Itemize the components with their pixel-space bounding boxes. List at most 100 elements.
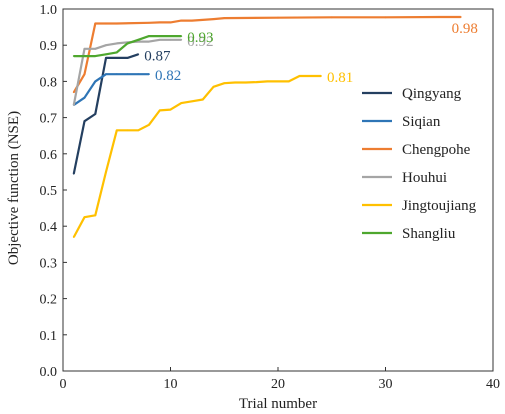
data-point <box>223 82 226 85</box>
data-point <box>158 38 161 41</box>
data-point <box>105 53 107 56</box>
data-point <box>72 91 75 94</box>
data-point <box>137 38 140 41</box>
data-point <box>298 75 301 77</box>
data-point <box>94 214 97 217</box>
data-point <box>180 102 183 105</box>
data-point <box>94 113 97 115</box>
y-tick-label: 0.1 <box>40 329 58 344</box>
data-point <box>94 22 97 25</box>
series-line-jingtoujiang <box>72 74 321 238</box>
data-point <box>137 53 140 56</box>
data-point <box>105 44 107 47</box>
data-point <box>201 98 204 101</box>
data-point <box>115 42 118 45</box>
legend-item-siqian: Siqian <box>362 114 441 130</box>
y-tick-label: 0.4 <box>40 220 58 235</box>
data-point <box>94 47 97 50</box>
legend-item-chengpohe: Chengpohe <box>362 142 471 158</box>
data-point <box>83 73 86 76</box>
data-point <box>180 19 183 22</box>
data-point <box>320 75 322 77</box>
y-tick-label: 0.6 <box>40 148 58 163</box>
x-tick-label: 40 <box>486 377 500 392</box>
data-point <box>126 42 129 45</box>
end-value-label: 0.98 <box>452 21 478 37</box>
data-point <box>105 171 107 173</box>
series-siqian: 0.82 <box>72 68 181 106</box>
series-jingtoujiang: 0.81 <box>72 70 353 238</box>
data-point <box>126 129 129 132</box>
y-tick-label: 0.0 <box>40 365 58 380</box>
data-point <box>148 21 150 24</box>
data-point <box>169 21 172 24</box>
y-tick-label: 0.5 <box>40 184 58 199</box>
data-point <box>180 38 183 41</box>
data-point <box>83 120 86 123</box>
data-point <box>94 80 97 83</box>
data-point <box>255 81 258 84</box>
data-point <box>72 104 75 106</box>
data-point <box>459 16 462 18</box>
end-value-label: 0.87 <box>144 48 171 64</box>
data-point <box>148 123 150 126</box>
data-point <box>212 85 215 88</box>
y-axis-title: Objective function (NSE) <box>6 111 22 265</box>
x-axis: 0 10 20 30 40 <box>60 367 500 392</box>
data-point <box>287 80 290 83</box>
data-point <box>83 47 86 50</box>
y-tick-label: 0.7 <box>40 112 58 127</box>
data-point <box>115 129 118 132</box>
data-point <box>83 216 86 219</box>
data-point <box>244 81 247 84</box>
series-group: 0.87 0.82 0.98 0.92 0.81 0.93 <box>72 15 478 238</box>
legend: Qingyang Siqian Chengpohe Houhui Jingtoujian… <box>362 86 477 242</box>
data-point <box>223 17 226 19</box>
data-point <box>83 96 86 99</box>
data-point <box>115 56 118 59</box>
y-tick-label: 0.9 <box>40 39 58 54</box>
data-point <box>137 129 140 132</box>
data-point <box>72 55 75 57</box>
legend-label: Shangliu <box>402 226 456 242</box>
data-point <box>83 55 86 57</box>
plot-area <box>62 8 494 372</box>
data-point <box>384 16 387 19</box>
legend-label: Jingtoujiang <box>402 198 477 214</box>
legend-item-shangliu: Shangliu <box>362 226 456 242</box>
x-axis-title: Trial number <box>239 396 317 412</box>
y-tick-label: 0.3 <box>40 256 58 271</box>
series-line-siqian <box>73 73 149 106</box>
data-point <box>158 35 161 38</box>
legend-item-qingyang: Qingyang <box>362 86 462 102</box>
y-axis: 0.0 0.1 0.2 0.3 0.4 0.5 0.6 0.7 0.8 0.9 1.0 <box>40 3 67 380</box>
data-point <box>169 38 172 41</box>
data-point <box>158 21 161 24</box>
data-point <box>180 35 183 38</box>
y-tick-label: 0.2 <box>40 293 58 308</box>
data-point <box>330 16 333 19</box>
end-value-label: 0.93 <box>187 30 213 46</box>
data-point <box>105 56 107 59</box>
data-point <box>105 73 107 76</box>
legend-label: Houhui <box>402 170 447 186</box>
data-point <box>105 22 107 25</box>
data-point <box>438 16 441 18</box>
y-tick-label: 1.0 <box>40 3 58 18</box>
data-point <box>191 19 193 22</box>
data-point <box>277 80 279 83</box>
data-point <box>234 81 236 84</box>
data-point <box>169 108 172 111</box>
x-tick-label: 10 <box>164 377 178 392</box>
data-point <box>212 18 215 21</box>
series-qingyang: 0.87 <box>72 48 171 175</box>
y-tick-label: 0.8 <box>40 75 58 90</box>
data-point <box>126 56 129 59</box>
end-value-label: 0.81 <box>327 70 353 86</box>
data-point <box>72 172 75 175</box>
x-tick-label: 0 <box>60 377 67 392</box>
data-point <box>158 109 161 112</box>
data-point <box>309 75 312 77</box>
data-point <box>266 80 269 83</box>
